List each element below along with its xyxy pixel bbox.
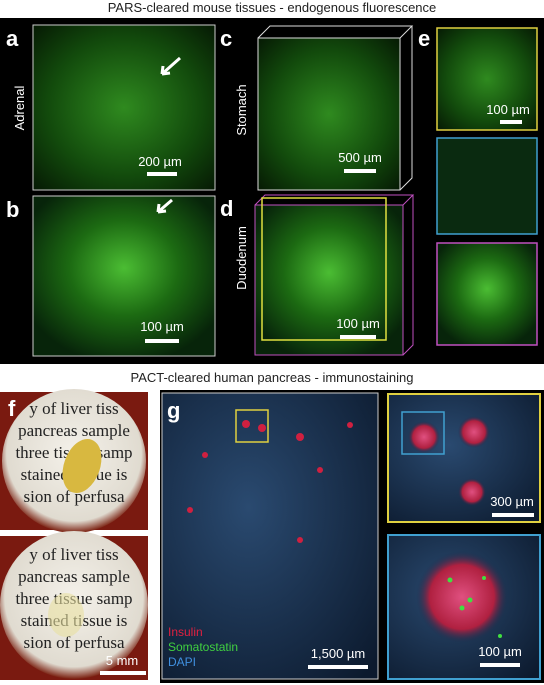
scale-bar — [500, 120, 522, 124]
islet — [458, 416, 490, 448]
scale-bar-label: 100 µm — [336, 316, 380, 331]
scale-bar-label: 5 mm — [106, 653, 139, 668]
magnified-text: sion of perfusa — [23, 487, 124, 506]
panel-g-image — [161, 392, 379, 680]
highlight-box — [261, 197, 387, 341]
scale-bar — [147, 172, 177, 176]
scale-bar — [308, 665, 368, 669]
scale-bar-label: 300 µm — [490, 494, 534, 509]
islet — [416, 551, 508, 643]
panel-letter: f — [8, 396, 16, 421]
magnified-text: y of liver tiss — [29, 399, 118, 418]
panel-a-image — [32, 24, 216, 191]
legend-somatostatin: Somatostatin — [168, 640, 238, 654]
panel-letter: e — [418, 26, 430, 51]
panel-letter: g — [167, 398, 180, 423]
panel-b-image — [32, 195, 216, 357]
legend-insulin: Insulin — [168, 625, 203, 639]
scale-bar — [492, 513, 534, 517]
panel-letter: a — [6, 26, 19, 51]
scale-bar — [480, 663, 520, 667]
panel-letter: d — [220, 196, 233, 221]
magnified-text: y of liver tiss — [29, 545, 118, 564]
tissue-label: Stomach — [234, 84, 249, 135]
tissue-label: Adrenal — [12, 85, 27, 130]
panel-d-image — [254, 204, 404, 356]
magnified-text: pancreas sample — [18, 567, 130, 586]
panel-letter: b — [6, 197, 19, 222]
panel-letter: c — [220, 26, 232, 51]
scale-bar — [344, 169, 376, 173]
islet — [458, 478, 486, 506]
arrow — [160, 56, 181, 76]
zoom-box — [401, 411, 445, 455]
islet-dots — [187, 420, 353, 543]
panel-e-bottom — [436, 242, 538, 346]
legend-dapi: DAPI — [168, 655, 196, 669]
somatostatin-cells — [447, 576, 502, 638]
magnified-text: sion of perfusa — [23, 633, 124, 652]
panel-c-image — [257, 37, 401, 191]
magnified-text: pancreas sample — [18, 421, 130, 440]
islet — [408, 421, 440, 453]
tissue-sample — [62, 438, 102, 494]
bottom-title: PACT-cleared human pancreas - immunostai… — [130, 370, 413, 385]
top-title: PARS-cleared mouse tissues - endogenous … — [108, 0, 437, 15]
arrow — [156, 198, 173, 214]
scale-bar — [145, 339, 179, 343]
volume-box — [257, 25, 414, 191]
inset-box — [235, 409, 269, 443]
scale-bar-label: 200 µm — [138, 154, 182, 169]
scale-bar-label: 100 µm — [140, 319, 184, 334]
panel-e-middle — [436, 137, 538, 235]
tissue-label: Duodenum — [234, 226, 249, 290]
scale-bar-label: 100 µm — [486, 102, 530, 117]
scale-bar-label: 1,500 µm — [311, 646, 365, 661]
cleared-sample — [48, 593, 84, 637]
volume-box — [254, 194, 415, 356]
panel-e-top — [436, 27, 538, 131]
scale-bar-label: 100 µm — [478, 644, 522, 659]
scale-bar — [100, 671, 146, 675]
scale-bar-label: 500 µm — [338, 150, 382, 165]
scale-bar — [340, 335, 376, 339]
